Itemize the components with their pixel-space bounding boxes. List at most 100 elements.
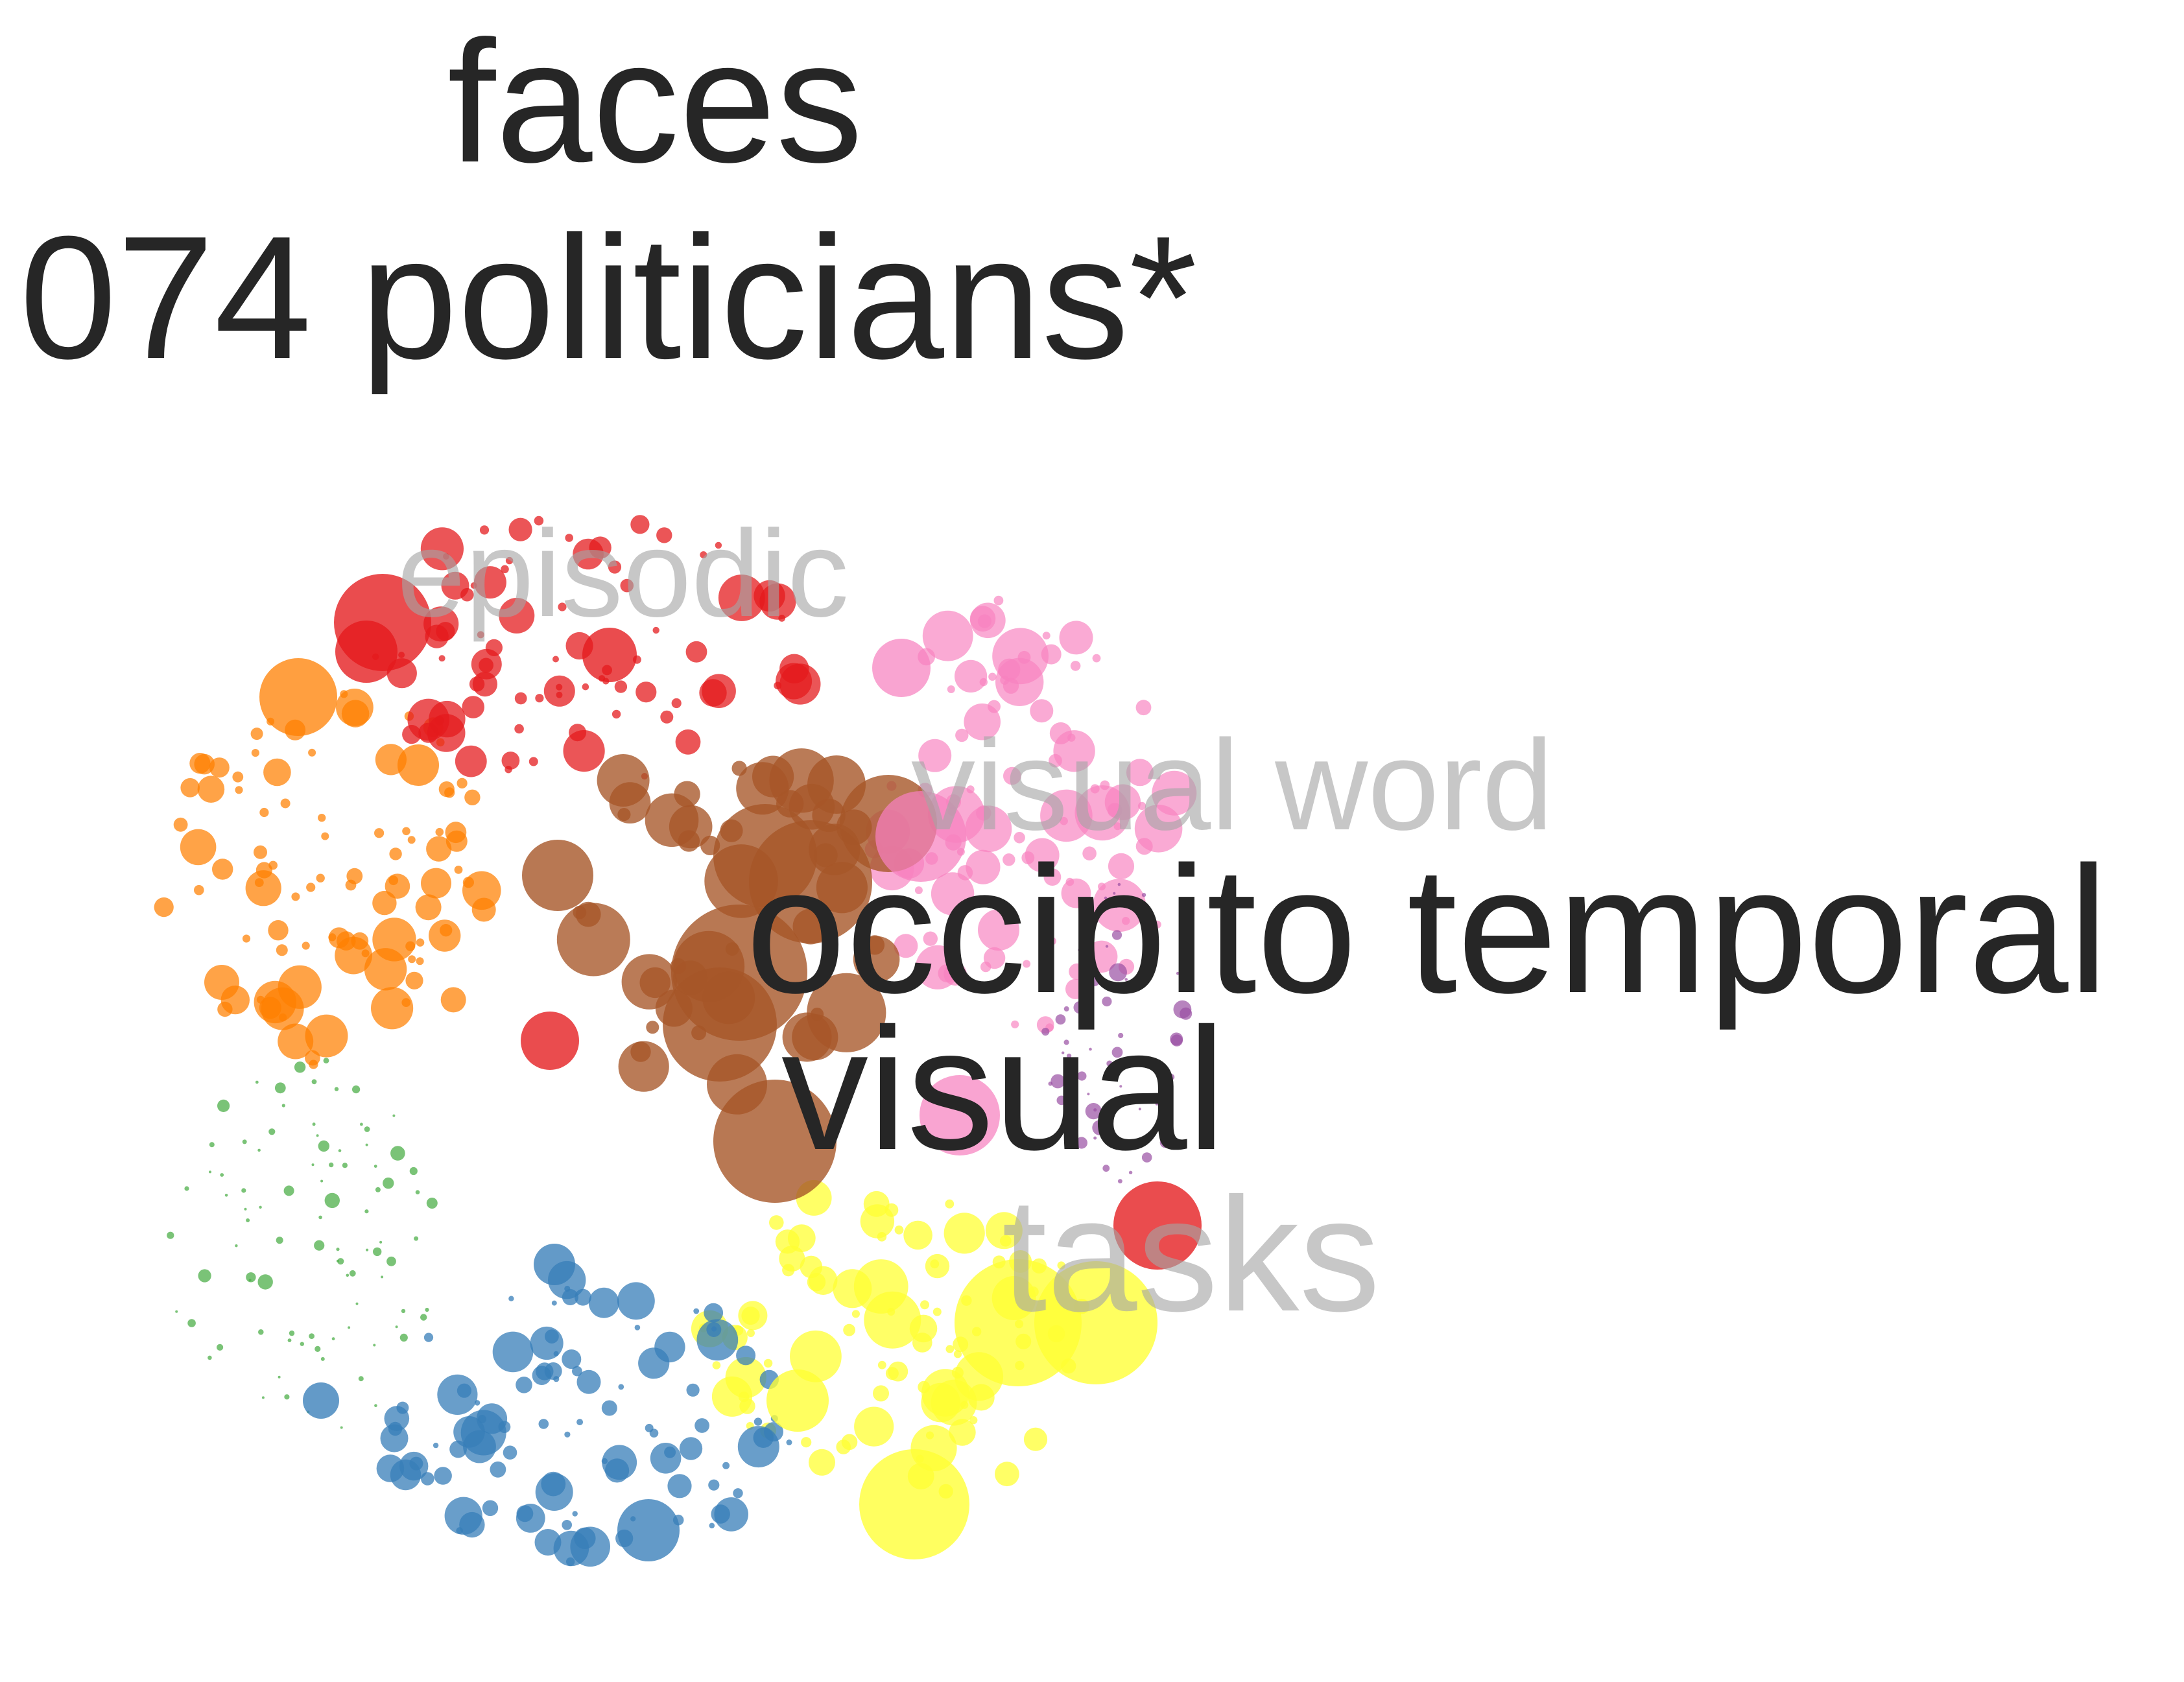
blue-bubble	[490, 1461, 506, 1478]
blue-bubble	[617, 1499, 680, 1561]
red-bubble	[608, 560, 622, 574]
red-bubble	[718, 574, 765, 621]
red-large-bubble	[1113, 1181, 1202, 1270]
red-bubble	[779, 654, 809, 683]
purple-bubble	[1113, 892, 1116, 895]
yellow-bubble	[833, 1269, 872, 1309]
orange-bubble	[415, 894, 442, 921]
purple-bubble	[1075, 1137, 1087, 1149]
pink-bubble	[1030, 699, 1054, 723]
orange-bubble	[341, 700, 370, 728]
brown-bubble	[630, 1041, 651, 1062]
pink-bubble	[980, 961, 991, 973]
pink-bubble	[923, 931, 938, 946]
pink-large-bubble	[920, 1075, 1000, 1155]
blue-bubble	[538, 1419, 549, 1429]
purple-bubble	[1170, 1034, 1183, 1047]
blue-bubble	[576, 1419, 584, 1426]
green-bubble	[329, 1162, 334, 1168]
green-bubble	[383, 1178, 394, 1189]
red-bubble	[471, 648, 502, 680]
orange-bubble	[454, 866, 463, 874]
green-bubble	[373, 1247, 382, 1257]
orange-bubble	[232, 771, 244, 783]
red-bubble	[582, 683, 589, 691]
red-bubble	[565, 534, 573, 542]
green-bubble	[167, 1231, 174, 1239]
pink-bubble	[1104, 784, 1141, 820]
pink-bubble	[1049, 753, 1062, 768]
purple-bubble	[1104, 896, 1108, 900]
blue-bubble	[516, 1505, 534, 1522]
pink-bubble	[1126, 759, 1154, 787]
blue-bubble	[650, 1443, 682, 1474]
pink-bubble	[1152, 770, 1197, 816]
orange-bubble	[405, 971, 423, 989]
green-bubble	[255, 1080, 259, 1084]
pink-bubble	[1153, 920, 1161, 929]
pink-bubble	[1098, 882, 1106, 891]
purple-bubble	[1124, 978, 1128, 981]
red-bubble	[441, 571, 469, 600]
purple-bubble	[1056, 1095, 1067, 1106]
purple-bubble	[1151, 947, 1159, 954]
red-bubble	[477, 631, 484, 639]
orange-bubble	[268, 920, 289, 941]
green-bubble	[242, 1139, 247, 1144]
purple-bubble	[1111, 930, 1122, 940]
green-bubble	[375, 1187, 381, 1192]
orange-bubble	[385, 873, 410, 899]
green-bubble	[355, 1302, 359, 1305]
pink-bubble	[872, 639, 931, 697]
orange-bubble	[263, 758, 291, 787]
blue-bubble	[638, 1347, 670, 1379]
orange-bubble	[407, 836, 416, 844]
pink-bubble	[1061, 878, 1091, 908]
yellow-bubble	[884, 1203, 899, 1217]
pink-bubble	[1135, 838, 1153, 855]
purple-bubble	[1055, 1014, 1066, 1025]
yellow-bubble	[921, 1382, 960, 1423]
orange-bubble	[276, 944, 288, 956]
blue-bubble	[786, 1439, 792, 1445]
red-bubble	[402, 725, 421, 744]
blue-bubble	[708, 1479, 720, 1491]
green-bubble	[379, 1240, 383, 1244]
purple-bubble	[1062, 1051, 1065, 1054]
orange-bubble	[398, 744, 439, 786]
orange-bubble	[440, 987, 466, 1013]
red-bubble	[429, 700, 466, 738]
brown-bubble	[609, 782, 651, 823]
orange-bubble	[189, 753, 211, 774]
green-bubble	[364, 1126, 370, 1132]
purple-bubble	[1050, 1074, 1065, 1089]
purple-bubble	[1117, 882, 1121, 886]
brown-bubble	[807, 973, 886, 1052]
red-bubble	[473, 566, 506, 599]
green-bubble	[209, 1142, 215, 1148]
pink-bubble	[1041, 644, 1062, 665]
label-occipito-temporal: occipito temporal	[746, 829, 2109, 1030]
pink-bubble	[1059, 621, 1093, 655]
green-bubble	[241, 1188, 246, 1193]
blue-bubble	[617, 1282, 655, 1320]
green-bubble	[278, 1375, 281, 1379]
blue-bubble	[704, 1303, 724, 1323]
yellow-bubble	[969, 1416, 978, 1425]
yellow-bubble	[944, 1213, 985, 1254]
purple-bubble	[1155, 1102, 1159, 1106]
green-bubble	[198, 1269, 211, 1283]
pink-bubble	[1053, 730, 1095, 772]
green-bubble	[309, 1333, 315, 1340]
yellow-bubble	[945, 1199, 955, 1209]
yellow-bubble	[712, 1361, 721, 1369]
pink-bubble	[966, 849, 1001, 884]
orange-bubble	[416, 957, 424, 965]
yellow-bubble	[960, 1401, 969, 1409]
orange-bubble	[245, 870, 281, 906]
red-bubble	[671, 698, 682, 709]
blue-bubble	[570, 1526, 610, 1567]
yellow-bubble	[912, 1333, 932, 1353]
green-bubble	[381, 1275, 384, 1279]
